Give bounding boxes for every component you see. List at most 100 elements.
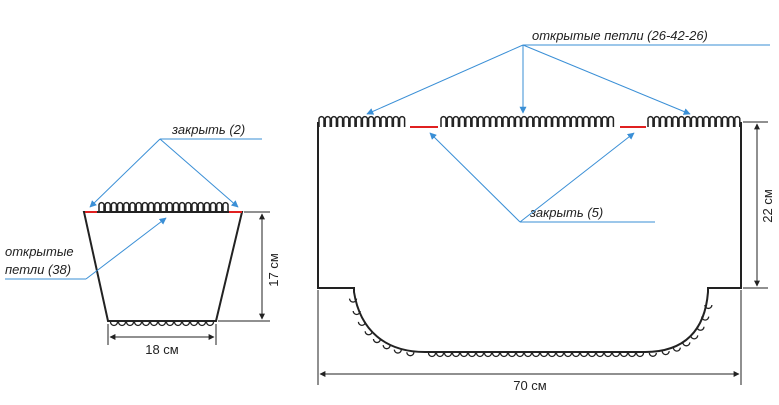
loop-stitch <box>324 115 332 127</box>
scallop-edge <box>406 352 415 357</box>
loop-stitch <box>471 115 478 127</box>
small-piece-outline <box>82 211 244 322</box>
scallop-edge <box>627 352 637 358</box>
label-open-loops-big: открытые петли (26-42-26) <box>532 28 708 43</box>
dim-big-height: 22 см <box>760 189 775 223</box>
loop-stitch <box>458 115 466 127</box>
loop-stitch <box>342 115 350 127</box>
loop-stitch <box>647 115 654 127</box>
scallop-edge <box>515 352 525 358</box>
scallop-edge <box>603 352 613 358</box>
scallop-edge <box>475 352 485 358</box>
scallop-edge <box>611 352 621 358</box>
scallop-edge <box>672 347 681 352</box>
scallop-edge <box>701 316 710 321</box>
scallop-edge <box>595 352 605 358</box>
loop-stitch <box>483 115 491 127</box>
loop-stitch <box>684 115 692 127</box>
loop-stitch <box>526 115 534 127</box>
scallop-edge <box>563 352 573 358</box>
scallop-edge <box>555 352 565 358</box>
loop-stitch <box>551 115 559 127</box>
dim-small-width: 18 см <box>145 342 179 357</box>
loop-stitch <box>380 115 387 127</box>
loop-stitch <box>489 115 497 127</box>
scallop-edge <box>427 352 437 358</box>
scallop-edge <box>648 352 657 357</box>
loop-stitch <box>135 201 143 213</box>
loop-stitch <box>464 115 472 127</box>
pointer-close-small-left <box>89 138 161 208</box>
scallop-edge <box>109 321 119 327</box>
pointer-close-big-left <box>429 132 521 223</box>
scallop-edge <box>157 321 167 327</box>
pointer-open-loops-big-right <box>522 44 691 115</box>
loop-stitch <box>570 115 578 127</box>
scallop-edge <box>539 352 549 358</box>
scallop-edge <box>587 352 597 358</box>
big-piece-outline <box>317 122 742 353</box>
loop-stitch <box>203 201 211 213</box>
pointer-close-big-right <box>519 132 635 223</box>
dim-small-height: 17 см <box>266 253 281 287</box>
loop-stitch <box>671 115 679 127</box>
scallop-edge <box>682 342 691 347</box>
loop-stitch <box>727 115 735 127</box>
loop-stitch <box>721 115 729 127</box>
loop-stitch <box>361 115 369 127</box>
loop-stitch <box>184 201 192 213</box>
scallop-edge <box>348 298 358 303</box>
scallop-edge <box>382 345 391 350</box>
loop-stitch <box>110 201 118 213</box>
loop-stitch <box>495 115 503 127</box>
loop-stitch <box>582 115 590 127</box>
big-open-loops <box>318 115 741 127</box>
loop-stitch <box>601 115 609 127</box>
loop-stitch <box>440 115 447 127</box>
scallop-edge <box>205 321 215 327</box>
loop-stitch <box>588 115 596 127</box>
loop-stitch <box>514 115 522 127</box>
scallop-edge <box>531 352 541 358</box>
scallop-edge <box>443 352 453 358</box>
loop-stitch <box>129 201 136 213</box>
scallop-edge <box>181 321 191 327</box>
loop-stitch <box>367 115 375 127</box>
scallop-edge <box>357 321 367 327</box>
loop-stitch <box>702 115 710 127</box>
scallop-edge <box>523 352 533 358</box>
loop-stitch <box>330 115 338 127</box>
loop-stitch <box>665 115 673 127</box>
loop-stitch <box>166 201 174 213</box>
loop-stitch <box>446 115 454 127</box>
loop-stitch <box>222 201 229 213</box>
loop-stitch <box>539 115 547 127</box>
loop-stitch <box>502 115 509 127</box>
scallop-edge <box>364 331 373 336</box>
loop-stitch <box>197 201 205 213</box>
scallop-edge <box>696 326 705 331</box>
scallop-edge <box>133 321 143 327</box>
scallop-edge <box>125 321 135 327</box>
scallop-edge <box>579 352 589 358</box>
loop-stitch <box>508 115 516 127</box>
loop-stitch <box>160 201 167 213</box>
loop-stitch <box>595 115 602 127</box>
loop-stitch <box>141 201 149 213</box>
scallop-edge <box>547 352 557 358</box>
dim-big-width: 70 см <box>513 378 547 393</box>
scallop-edge <box>117 321 127 327</box>
label-close-small: закрыть (2) <box>171 122 245 137</box>
loop-stitch <box>191 201 198 213</box>
label-open-loops-small-1: открытые <box>5 244 74 259</box>
scallop-edge <box>393 349 402 354</box>
loop-stitch <box>116 201 124 213</box>
loop-stitch <box>147 201 155 213</box>
loop-stitch <box>690 115 698 127</box>
loop-stitch <box>533 115 540 127</box>
scallop-edge <box>467 352 477 358</box>
loop-stitch <box>392 115 400 127</box>
loop-stitch <box>678 115 685 127</box>
